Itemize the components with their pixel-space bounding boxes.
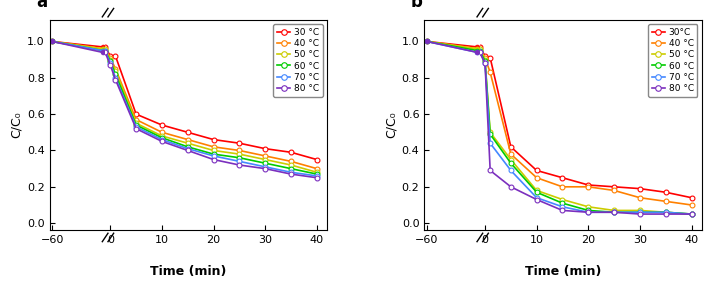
Text: Time (min): Time (min) (525, 265, 601, 278)
Legend: 30 °C, 40 °C, 50 °C, 60 °C, 70 °C, 80 °C: 30 °C, 40 °C, 50 °C, 60 °C, 70 °C, 80 °C (273, 24, 323, 97)
Y-axis label: C/C₀: C/C₀ (384, 112, 398, 138)
Text: Time (min): Time (min) (150, 265, 227, 278)
Text: b: b (411, 0, 423, 11)
Legend: 30°C, 40 °C, 50 °C, 60 °C, 70 °C, 80 °C: 30°C, 40 °C, 50 °C, 60 °C, 70 °C, 80 °C (648, 24, 698, 97)
Y-axis label: C/C₀: C/C₀ (10, 112, 23, 138)
Text: a: a (35, 0, 47, 11)
